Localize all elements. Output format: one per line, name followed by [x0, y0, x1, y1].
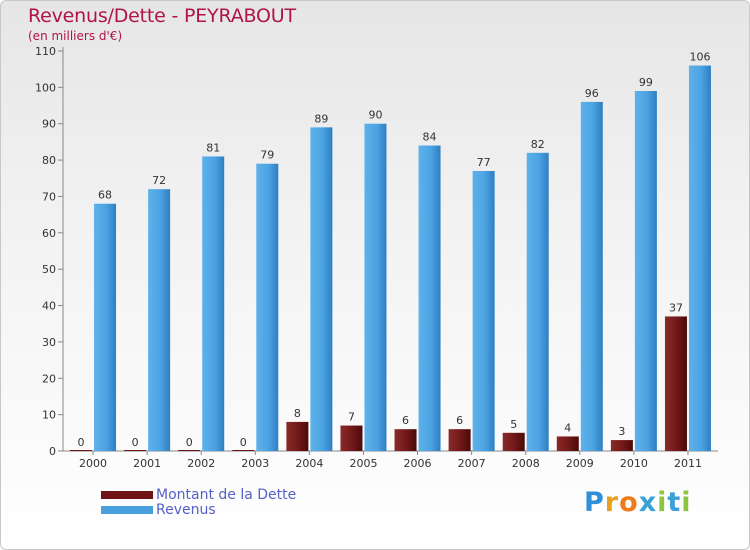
data-label-revenue: 79	[260, 149, 274, 162]
data-label-debt: 3	[618, 425, 625, 438]
data-label-debt: 0	[78, 436, 85, 449]
y-tick-label: 110	[35, 45, 56, 58]
data-label-debt: 0	[132, 436, 139, 449]
logo-letter: r	[604, 487, 620, 518]
x-tick-label: 2008	[512, 457, 540, 470]
legend: Montant de la Dette Revenus	[101, 486, 297, 518]
data-label-revenue: 96	[585, 87, 599, 100]
data-label-revenue: 77	[477, 156, 491, 169]
y-tick-label: 100	[35, 81, 56, 94]
data-label-revenue: 99	[639, 76, 653, 89]
bar-revenue	[148, 189, 171, 451]
y-tick-label: 90	[42, 118, 56, 131]
logo-letter: i	[681, 487, 692, 518]
legend-swatch-debt	[101, 490, 153, 499]
data-label-debt: 0	[240, 436, 247, 449]
bar-revenue	[418, 145, 441, 451]
bar-debt	[664, 316, 687, 451]
proxiti-logo: Proxiti	[584, 487, 692, 518]
data-label-revenue: 81	[206, 141, 220, 154]
data-label-debt: 7	[348, 411, 355, 424]
data-label-debt: 8	[294, 407, 301, 420]
data-label-debt: 0	[186, 436, 193, 449]
legend-item-revenue: Revenus	[101, 501, 296, 518]
bar-debt	[286, 421, 309, 451]
legend-swatch-revenue	[101, 505, 153, 514]
logo-letter: o	[619, 487, 639, 518]
legend-label-revenue: Revenus	[156, 501, 216, 518]
bar-revenue	[310, 127, 333, 451]
y-tick-label: 40	[42, 300, 56, 313]
chart-unit: (en milliers d'€)	[28, 29, 123, 43]
bar-revenue	[526, 152, 549, 451]
x-tick-label: 2002	[187, 457, 215, 470]
bar-debt	[448, 429, 471, 451]
x-tick-label: 2000	[79, 457, 107, 470]
bar-debt	[70, 450, 93, 451]
bar-revenue	[688, 65, 711, 451]
legend-item-debt: Montant de la Dette	[101, 486, 297, 503]
y-tick-label: 70	[42, 190, 56, 203]
bar-debt	[394, 429, 417, 451]
y-tick-label: 20	[42, 372, 56, 385]
data-label-revenue: 89	[314, 112, 328, 125]
data-label-revenue: 72	[152, 174, 166, 187]
y-tick-label: 60	[42, 227, 56, 240]
y-tick-label: 30	[42, 336, 56, 349]
bar-debt	[124, 450, 147, 451]
x-tick-label: 2006	[404, 457, 432, 470]
x-tick-label: 2005	[349, 457, 377, 470]
logo-letter: t	[667, 487, 682, 518]
y-tick-label: 0	[49, 445, 56, 458]
y-tick-label: 50	[42, 263, 56, 276]
bar-revenue	[202, 156, 225, 452]
data-label-revenue: 82	[531, 138, 545, 151]
bar-debt	[502, 432, 525, 451]
data-label-debt: 6	[402, 414, 409, 427]
y-tick-label: 10	[42, 409, 56, 422]
bar-revenue	[472, 171, 495, 451]
data-label-revenue: 106	[689, 51, 710, 64]
x-tick-label: 2009	[566, 457, 594, 470]
bar-debt	[610, 440, 633, 451]
data-label-debt: 5	[510, 418, 517, 431]
x-tick-label: 2003	[241, 457, 269, 470]
data-label-debt: 6	[456, 414, 463, 427]
data-label-revenue: 90	[368, 109, 382, 122]
bar-revenue	[94, 203, 117, 451]
y-tick-label: 80	[42, 154, 56, 167]
x-tick-label: 2010	[620, 457, 648, 470]
data-label-revenue: 68	[98, 189, 112, 202]
x-tick-label: 2011	[674, 457, 702, 470]
bar-debt	[556, 436, 579, 451]
bar-debt	[232, 450, 255, 451]
bar-revenue	[580, 101, 603, 451]
data-label-revenue: 84	[423, 131, 437, 144]
data-label-debt: 37	[669, 301, 683, 314]
bar-revenue	[256, 163, 279, 451]
x-tick-label: 2001	[133, 457, 161, 470]
bar-debt	[340, 425, 363, 451]
bar-revenue	[634, 91, 657, 451]
bar-revenue	[364, 123, 387, 452]
x-tick-label: 2007	[458, 457, 486, 470]
logo-letter: i	[657, 487, 668, 518]
bar-debt	[178, 450, 201, 451]
logo-letter: x	[638, 487, 658, 518]
logo-letter: P	[584, 487, 605, 518]
data-label-debt: 4	[564, 421, 571, 434]
x-tick-label: 2004	[295, 457, 323, 470]
legend-label-debt: Montant de la Dette	[156, 486, 297, 503]
chart-title: Revenus/Dette - PEYRABOUT	[28, 5, 296, 27]
